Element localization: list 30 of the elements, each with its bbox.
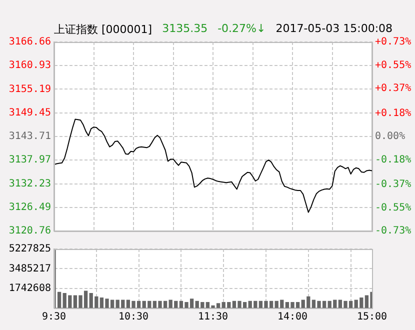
- y2-tick-label: -0.73%: [375, 226, 412, 237]
- x-tick-label: 10:30: [118, 312, 149, 323]
- text: -0.27%↓: [218, 22, 266, 37]
- y-tick-label: 3120.76: [8, 226, 51, 237]
- y-tick-label: 3160.93: [8, 60, 51, 72]
- y2-tick-label: +0.37%: [375, 83, 412, 94]
- y-tick-label: 3132.23: [8, 178, 51, 190]
- y-tick-label: 3137.97: [8, 154, 51, 166]
- y-tick-label: 3485217: [8, 263, 51, 274]
- x-tick-label: 15:00: [356, 312, 388, 323]
- x-tick-label: 11:30: [198, 312, 228, 323]
- y-tick-label: 3149.45: [8, 107, 51, 118]
- y2-tick-label: 0.00%: [375, 131, 406, 142]
- y-tick-label: 3166.66: [8, 36, 51, 48]
- y-tick-label: 5227825: [8, 244, 51, 255]
- y2-tick-label: -0.37%: [375, 178, 412, 190]
- chart-title: 上证指数 [000001]: [54, 22, 152, 37]
- x-tick-label: 14:00: [277, 312, 308, 323]
- y2-tick-label: -0.18%: [375, 154, 412, 166]
- y2-tick-label: -0.55%: [375, 202, 412, 214]
- y2-tick-label: +0.55%: [375, 60, 412, 71]
- text: 2017-05-03 15:00:08: [276, 22, 393, 37]
- y-tick-label: 3143.71: [8, 131, 51, 142]
- text: 3135.35: [162, 22, 208, 37]
- y-tick-label: 3126.49: [8, 202, 51, 213]
- y-tick-label: 1742608: [8, 282, 51, 294]
- y2-tick-label: +0.18%: [375, 108, 412, 119]
- y2-tick-label: +0.73%: [375, 36, 412, 48]
- x-tick-label: 9:30: [42, 312, 66, 323]
- y-tick-label: 3155.19: [8, 84, 51, 95]
